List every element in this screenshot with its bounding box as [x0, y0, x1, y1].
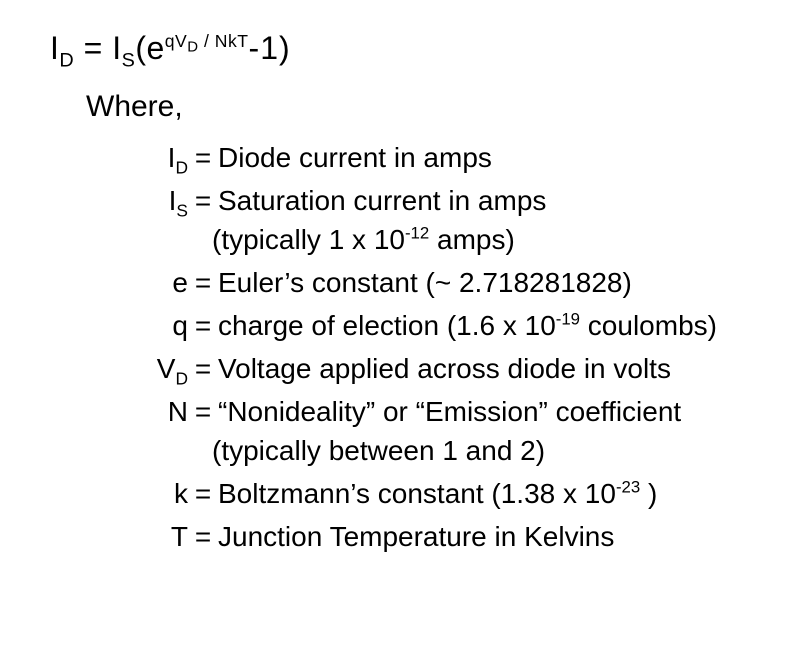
desc-T: Junction Temperature in Kelvins [212, 519, 800, 554]
sym-k: k [84, 476, 194, 511]
sym-e: e [84, 265, 194, 300]
def-IS: IS = Saturation current in amps [84, 183, 800, 218]
note-IS: (typically 1 x 10-12 amps) [212, 222, 800, 257]
eq-Is-sub: S [122, 49, 136, 71]
definitions: ID = Diode current in amps IS = Saturati… [84, 140, 800, 554]
sym-IS: IS [84, 183, 194, 218]
diode-equation: ID = IS(eqVD / NkT-1) [50, 28, 800, 68]
page: ID = IS(eqVD / NkT-1) Where, ID = Diode … [0, 0, 800, 659]
eq-e: e [146, 30, 164, 66]
desc-k: Boltzmann’s constant (1.38 x 10-23 ) [212, 476, 800, 511]
desc-N: “Nonideality” or “Emission” coefficient [212, 394, 800, 429]
eq-Is-I: I [112, 30, 121, 66]
desc-q: charge of election (1.6 x 10-19 coulombs… [212, 308, 800, 343]
def-ID: ID = Diode current in amps [84, 140, 800, 175]
eq-lhs-I: I [50, 30, 59, 66]
desc-IS: Saturation current in amps [212, 183, 800, 218]
def-q: q = charge of election (1.6 x 10-19 coul… [84, 308, 800, 343]
eq-exponent: qVD / NkT [165, 31, 249, 51]
desc-ID: Diode current in amps [212, 140, 800, 175]
note-N: (typically between 1 and 2) [212, 433, 800, 468]
sym-T: T [84, 519, 194, 554]
eq-lparen: ( [135, 30, 146, 66]
eq-rparen: ) [279, 30, 290, 66]
eq-equals: = [84, 30, 103, 66]
where-label: Where, [86, 88, 800, 126]
sym-VD: VD [84, 351, 194, 386]
sym-q: q [84, 308, 194, 343]
sym-ID: ID [84, 140, 194, 175]
desc-VD: Voltage applied across diode in volts [212, 351, 800, 386]
eq-q: = [194, 308, 212, 343]
eq-N: = [194, 394, 212, 429]
eq-k: = [194, 476, 212, 511]
sym-N: N [84, 394, 194, 429]
eq-ID: = [194, 140, 212, 175]
desc-e: Euler’s constant (~ 2.718281828) [212, 265, 800, 300]
def-T: T = Junction Temperature in Kelvins [84, 519, 800, 554]
def-e: e = Euler’s constant (~ 2.718281828) [84, 265, 800, 300]
def-N: N = “Nonideality” or “Emission” coeffici… [84, 394, 800, 429]
eq-minus1: -1 [249, 30, 279, 66]
eq-e-def: = [194, 265, 212, 300]
eq-IS: = [194, 183, 212, 218]
eq-lhs-sub: D [59, 49, 74, 71]
def-k: k = Boltzmann’s constant (1.38 x 10-23 ) [84, 476, 800, 511]
eq-VD: = [194, 351, 212, 386]
def-VD: VD = Voltage applied across diode in vol… [84, 351, 800, 386]
eq-T: = [194, 519, 212, 554]
